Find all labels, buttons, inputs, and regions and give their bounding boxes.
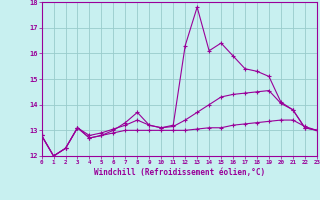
X-axis label: Windchill (Refroidissement éolien,°C): Windchill (Refroidissement éolien,°C) — [94, 168, 265, 177]
